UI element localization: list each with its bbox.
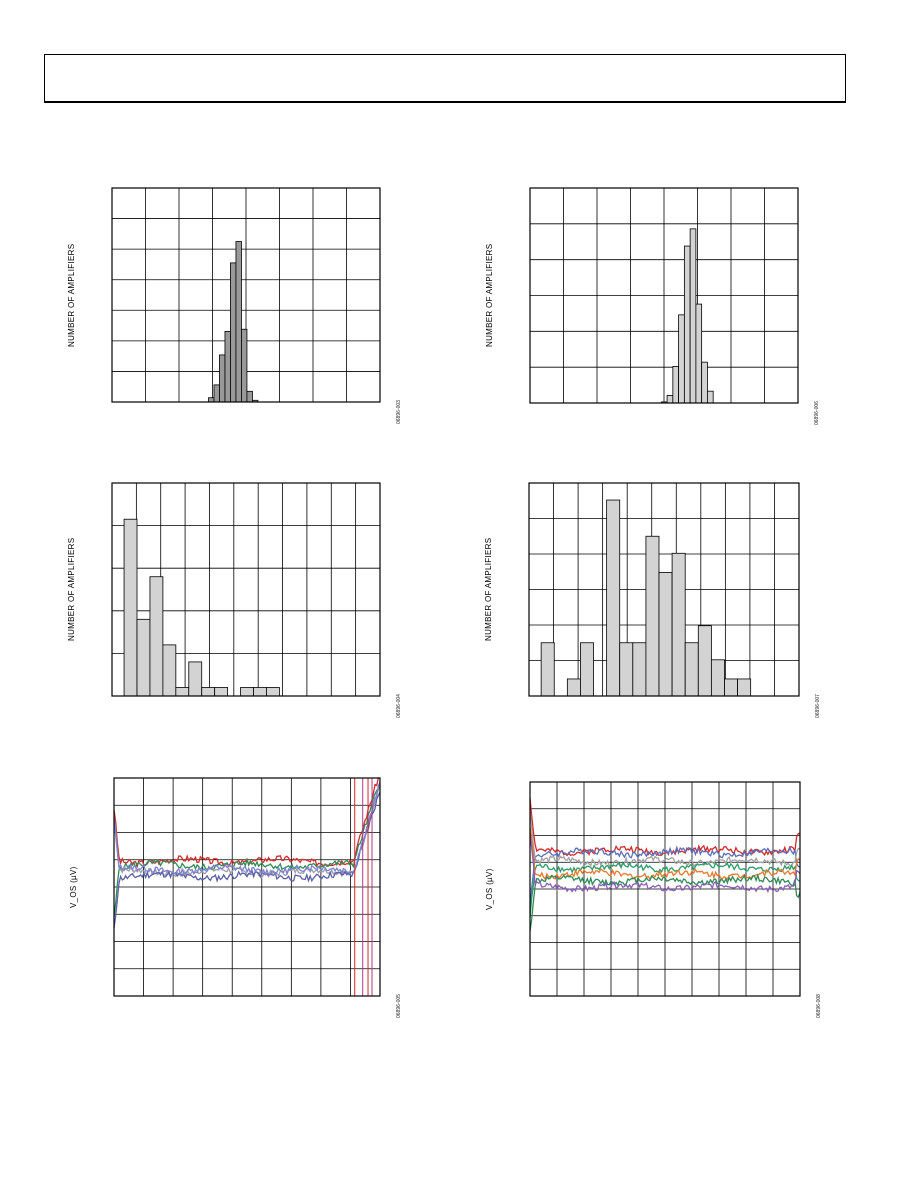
- chart-svg: [113, 777, 381, 997]
- plot-frame: [113, 777, 381, 997]
- histogram-bar: [678, 314, 685, 404]
- series-line: [113, 781, 381, 878]
- plot-frame: [528, 482, 800, 697]
- histogram-bar: [235, 241, 242, 403]
- histogram-bar: [672, 366, 680, 404]
- plot-frame: [529, 781, 801, 997]
- figure-id-label: 06896-007: [815, 694, 821, 718]
- histogram-bar: [689, 228, 697, 404]
- histogram-bar: [666, 395, 674, 404]
- histogram-bar: [710, 659, 725, 697]
- histogram-bar: [188, 661, 203, 697]
- histogram-bar: [253, 687, 267, 697]
- vos-line-chart-bottom-right: V_OS (µV) 06896-008: [480, 775, 840, 1035]
- histogram-bar: [201, 687, 216, 697]
- histogram-top-right: NUMBER OF AMPLIFIERS 06896-006: [480, 180, 840, 440]
- histogram-bar: [219, 354, 226, 403]
- histogram-bar: [136, 618, 151, 697]
- histogram-bar: [149, 576, 164, 697]
- histogram-bar: [162, 644, 177, 697]
- histogram-bar: [224, 330, 231, 403]
- histogram-bar: [632, 642, 647, 697]
- plot-frame: [529, 187, 799, 404]
- plot-frame: [111, 482, 381, 697]
- histogram-bar: [214, 687, 229, 697]
- histogram-bar: [606, 499, 621, 697]
- histogram-bar: [246, 390, 253, 403]
- histogram-bar: [724, 678, 738, 697]
- histogram-bar: [671, 552, 686, 697]
- histogram-bar: [175, 687, 190, 697]
- histogram-bar: [737, 678, 752, 697]
- histogram-bar: [241, 328, 248, 403]
- figure-id-label: 06896-008: [816, 994, 822, 1018]
- series-line: [529, 845, 801, 909]
- histogram-bar: [645, 535, 660, 697]
- figure-id-label: 06896-004: [396, 694, 402, 718]
- histogram-bar: [240, 687, 254, 697]
- histogram-middle-right: NUMBER OF AMPLIFIERS 06896-007: [480, 475, 840, 735]
- chart-svg: [529, 187, 799, 404]
- histogram-top-left: NUMBER OF AMPLIFIERS 06896-003: [60, 180, 420, 440]
- histogram-bar: [266, 687, 280, 697]
- histogram-bar: [540, 642, 555, 697]
- histogram-bar: [123, 518, 138, 697]
- series-line: [529, 873, 801, 932]
- histogram-bar: [695, 303, 703, 404]
- chart-svg: [528, 482, 800, 697]
- chart-svg: [111, 482, 381, 697]
- vos-line-chart-bottom-left: V_OS (µV) 06896-005: [60, 770, 420, 1030]
- histogram-bar: [230, 262, 237, 403]
- series-line: [113, 782, 381, 918]
- series-line: [529, 833, 801, 894]
- histogram-bar: [697, 625, 712, 697]
- histogram-bar: [566, 678, 581, 697]
- histogram-bar: [701, 361, 708, 404]
- histogram-bar: [683, 245, 691, 404]
- series-line: [529, 808, 801, 868]
- histogram-bar: [684, 642, 699, 697]
- histogram-bar: [580, 642, 594, 697]
- histogram-bar: [208, 397, 215, 403]
- histogram-bar: [213, 384, 220, 403]
- histogram-middle-left: NUMBER OF AMPLIFIERS 06896-004: [60, 475, 420, 735]
- figure-id-label: 06896-003: [396, 400, 402, 424]
- series-line: [113, 791, 381, 929]
- plot-frame: [111, 187, 381, 403]
- chart-svg: [529, 781, 801, 997]
- series-line: [113, 777, 380, 869]
- figure-id-label: 06896-006: [814, 401, 820, 425]
- histogram-bar: [707, 390, 714, 404]
- series-line: [529, 797, 801, 857]
- histogram-bar: [619, 642, 634, 697]
- page-header-box: [44, 54, 846, 103]
- chart-svg: [111, 187, 381, 403]
- series-line: [529, 826, 801, 881]
- figure-id-label: 06896-005: [396, 994, 402, 1018]
- histogram-bar: [658, 572, 673, 697]
